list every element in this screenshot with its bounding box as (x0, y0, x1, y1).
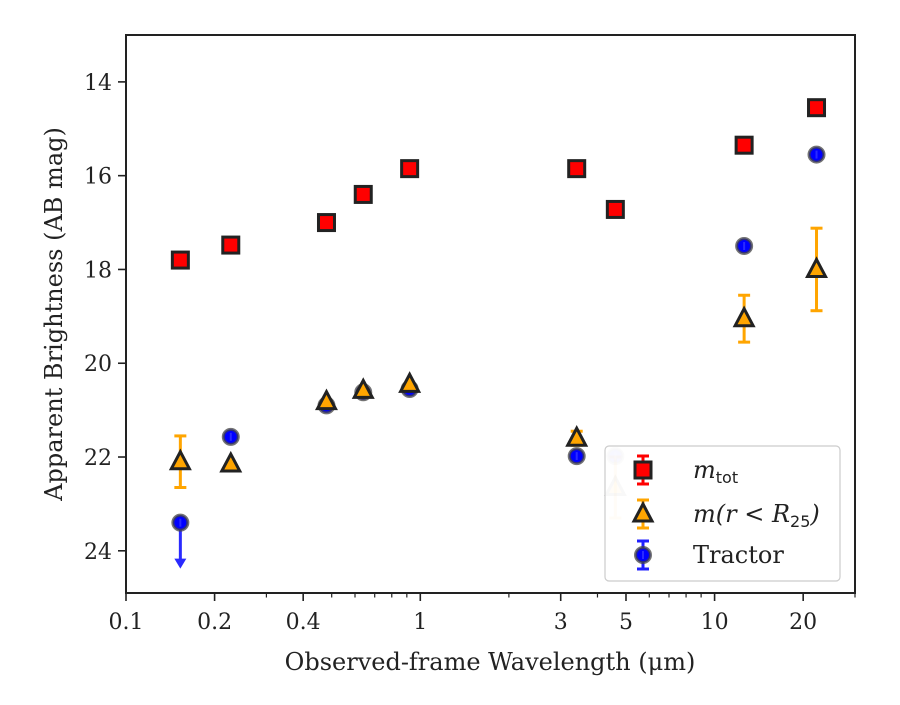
legend-box (604, 445, 841, 582)
x-tick-label: 0.4 (286, 610, 321, 635)
triangle-marker (351, 377, 375, 399)
data-point-triangle (168, 448, 192, 471)
data-point-triangle (398, 371, 422, 393)
triangle-marker (732, 305, 756, 328)
x-tick-label: 0.2 (197, 610, 232, 635)
triangle-marker (314, 388, 338, 411)
data-point-circle (221, 427, 240, 446)
data-point-triangle (732, 305, 756, 328)
legend-label-close: ) (809, 500, 819, 528)
data-point-square (400, 159, 420, 179)
x-tick-label: 0.1 (109, 610, 144, 635)
square-marker (807, 98, 827, 118)
legend-marker-triangle (631, 500, 655, 523)
data-point-circle (171, 513, 190, 532)
data-point-triangle (314, 388, 338, 411)
square-marker (221, 235, 241, 255)
triangle-marker (219, 450, 243, 473)
legend-label-subscript: 25 (790, 512, 810, 531)
plot-frame (125, 34, 856, 594)
data-point-circle (567, 447, 586, 466)
square-marker (316, 213, 336, 233)
square-marker (633, 460, 653, 480)
legend-label-main: m(r < R (693, 500, 790, 528)
y-axis-title: Apparent Brightness (AB mag) (40, 127, 68, 502)
triangle-marker (398, 371, 422, 393)
legend-marker-circle (634, 546, 652, 564)
x-axis-title: Observed-frame Wavelength (μm) (285, 648, 696, 676)
triangle-marker (805, 256, 829, 278)
x-tick-label: 10 (701, 610, 729, 635)
data-point-square (567, 159, 587, 179)
data-point-circle (735, 237, 754, 256)
data-point-square (734, 135, 754, 155)
legend-label-main: m (693, 456, 716, 484)
x-tick-label: 5 (619, 610, 633, 635)
square-marker (567, 159, 587, 179)
y-tick-label: 22 (84, 446, 112, 471)
triangle-marker (631, 500, 655, 523)
square-marker (170, 250, 190, 270)
y-tick-label: 20 (84, 352, 112, 377)
x-tick-label: 1 (413, 610, 427, 635)
data-point-triangle (219, 450, 243, 473)
data-point-circle (807, 145, 826, 164)
legend-label: mtot (693, 456, 738, 487)
square-marker (605, 199, 625, 219)
square-marker (734, 135, 754, 155)
data-point-square (605, 199, 625, 219)
data-point-triangle (351, 377, 375, 399)
legend-label: Tractor (693, 541, 784, 569)
triangle-marker (168, 448, 192, 471)
data-point-square (353, 184, 373, 204)
data-point-square (807, 98, 827, 118)
data-point-triangle (805, 256, 829, 278)
y-tick-label: 18 (84, 258, 112, 283)
data-point-square (316, 213, 336, 233)
data-point-square (221, 235, 241, 255)
y-tick-label: 16 (84, 165, 112, 190)
data-point-square (170, 250, 190, 270)
square-marker (400, 159, 420, 179)
y-tick-label: 24 (84, 540, 112, 565)
triangle-marker (565, 425, 589, 447)
data-point-triangle (565, 425, 589, 447)
legend: mtot m(r < R25) Tractor (604, 445, 841, 582)
x-tick-label: 3 (554, 610, 568, 635)
y-tick-label: 14 (84, 71, 112, 96)
axes-ticks: 0.1 0.2 0.4 1 3 5 10 20 14 16 18 20 22 24 (84, 71, 856, 635)
upper-limit-head (174, 558, 187, 569)
legend-label-subscript: tot (716, 468, 738, 487)
x-tick-label: 20 (789, 610, 817, 635)
square-marker (353, 184, 373, 204)
legend-label: m(r < R25) (693, 500, 820, 531)
legend-marker-square (633, 460, 653, 480)
data-markers (168, 98, 829, 569)
